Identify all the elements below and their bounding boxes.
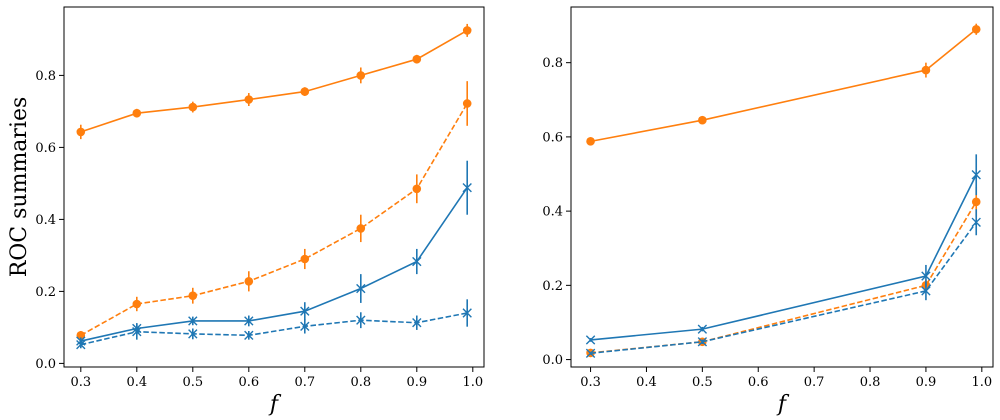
data-point-marker xyxy=(244,277,254,286)
data-point-marker xyxy=(585,348,596,358)
y-tick-label: 0.0 xyxy=(35,357,56,372)
x-tick-label: 1.0 xyxy=(971,375,992,390)
data-point-marker xyxy=(188,316,198,326)
x-tick-label: 0.8 xyxy=(350,375,371,390)
data-point-marker xyxy=(188,102,198,112)
data-point-marker xyxy=(412,318,422,328)
series-line xyxy=(590,221,977,355)
data-point-marker xyxy=(921,65,931,75)
data-point-marker xyxy=(356,224,366,233)
x-tick-label: 0.4 xyxy=(636,375,657,390)
y-tick-label: 0.2 xyxy=(35,285,56,300)
data-point-marker xyxy=(697,324,708,334)
data-point-marker xyxy=(300,321,310,332)
y-tick-label: 0.0 xyxy=(542,353,563,368)
x-tick-label: 0.7 xyxy=(294,375,315,390)
plot-frame xyxy=(570,6,994,368)
data-point-marker xyxy=(188,291,198,301)
x-tick-label: 1.0 xyxy=(462,375,483,390)
x-axis-label: f xyxy=(268,392,282,417)
x-tick-label: 0.5 xyxy=(692,375,713,390)
data-point-marker xyxy=(300,87,310,96)
x-tick-label: 0.6 xyxy=(238,375,259,390)
data-point-marker xyxy=(412,184,422,194)
data-point-marker xyxy=(76,339,86,350)
plot-frame xyxy=(63,6,485,368)
x-tick-label: 0.9 xyxy=(406,375,427,390)
left-panel: 0.3 0.4 0.5 0.6 0.7 0.8 0.9 1.0 0.0 0.2 0.4 0.6 0.8 f… xyxy=(7,6,485,417)
series-line xyxy=(590,174,977,341)
y-tick-label: 0.8 xyxy=(35,69,56,84)
data-point-marker xyxy=(697,337,708,347)
series-line xyxy=(80,312,468,346)
data-point-marker xyxy=(132,327,142,337)
data-point-marker xyxy=(412,54,422,64)
y-tick-label: 0.8 xyxy=(542,56,563,71)
data-point-marker xyxy=(586,137,595,146)
x-tick-label: 0.9 xyxy=(916,375,937,390)
data-point-marker xyxy=(356,283,366,294)
data-point-marker xyxy=(462,99,472,108)
data-point-marker xyxy=(76,331,86,340)
y-axis-label: ROC summaries xyxy=(7,97,32,278)
x-tick-label: 0.3 xyxy=(70,375,91,390)
data-point-marker xyxy=(244,95,254,104)
data-point-marker xyxy=(462,183,472,193)
data-point-marker xyxy=(971,170,981,180)
data-point-marker xyxy=(76,127,86,137)
y-tick-label: 0.2 xyxy=(542,279,563,294)
right-panel: 0.3 0.4 0.5 0.6 0.7 0.8 0.9 1.0 0.0 0.2 0.4 0.6 0.8 f xyxy=(542,6,994,417)
x-axis-label: f xyxy=(776,392,790,417)
data-point-marker xyxy=(188,329,198,339)
data-point-marker xyxy=(971,197,981,207)
x-tick-label: 0.5 xyxy=(182,375,203,390)
data-point-marker xyxy=(244,316,254,326)
series-line xyxy=(80,103,468,337)
y-tick-label: 0.4 xyxy=(35,213,56,228)
x-tick-label: 0.7 xyxy=(804,375,825,390)
data-point-marker xyxy=(698,115,707,125)
x-tick-label: 0.3 xyxy=(580,375,601,390)
data-point-marker xyxy=(462,308,472,318)
data-point-marker xyxy=(300,306,310,316)
data-point-marker xyxy=(356,315,366,325)
x-tick-label: 0.8 xyxy=(860,375,881,390)
data-point-marker xyxy=(921,271,931,281)
data-point-marker xyxy=(462,26,472,35)
data-point-marker xyxy=(971,217,981,227)
data-point-marker xyxy=(132,108,142,118)
data-point-marker xyxy=(244,330,254,341)
data-point-marker xyxy=(356,71,366,80)
series-line xyxy=(590,28,977,143)
x-tick-label: 0.6 xyxy=(748,375,769,390)
data-point-marker xyxy=(971,24,981,34)
data-point-marker xyxy=(412,256,422,267)
series-line xyxy=(80,29,468,133)
y-tick-label: 0.6 xyxy=(35,141,56,156)
x-tick-label: 0.4 xyxy=(126,375,147,390)
data-point-marker xyxy=(300,254,310,264)
data-point-marker xyxy=(585,335,596,345)
data-point-marker xyxy=(132,299,142,309)
series-line xyxy=(80,187,468,342)
y-tick-label: 0.6 xyxy=(542,130,563,145)
y-tick-label: 0.4 xyxy=(542,205,563,220)
data-point-marker xyxy=(921,286,931,296)
